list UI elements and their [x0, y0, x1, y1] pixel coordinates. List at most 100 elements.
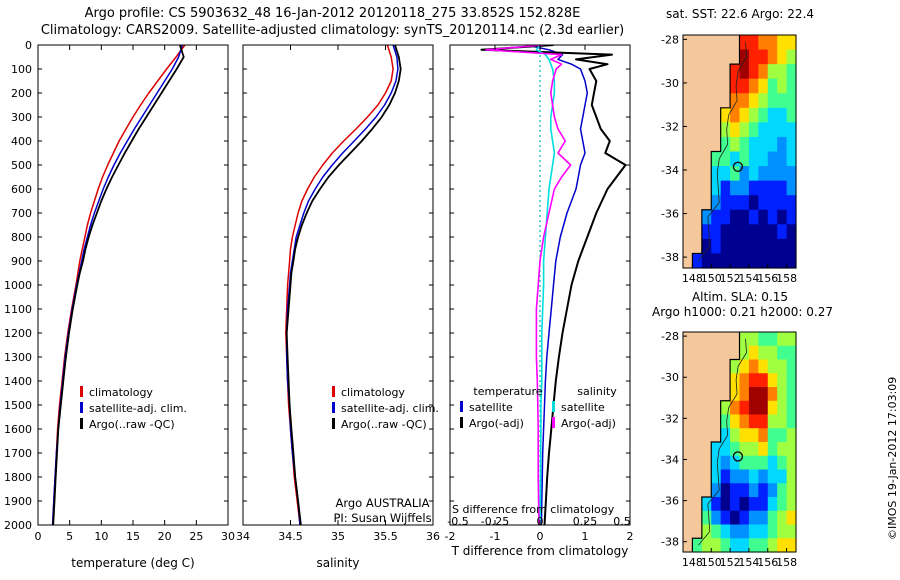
legend-label: Argo(..raw -QC): [89, 418, 175, 431]
series-argo-raw-qc: [52, 45, 185, 525]
temperature-panel-legend: climatology satellite-adj. clim. Argo(..…: [80, 385, 187, 433]
series-argo-adj: [485, 45, 572, 525]
legend-label: Argo(-adj): [561, 417, 616, 430]
svg-text:152: 152: [720, 556, 741, 569]
svg-text:0: 0: [25, 39, 32, 52]
shelf-contour-line: [698, 42, 747, 261]
svg-text:2000: 2000: [4, 519, 32, 532]
svg-text:35.5: 35.5: [373, 530, 398, 543]
svg-text:200: 200: [11, 87, 32, 100]
figure-title: Argo profile: CS 5903632_48 16-Jan-2012 …: [84, 6, 581, 21]
svg-text:100: 100: [11, 63, 32, 76]
svg-text:0: 0: [35, 530, 42, 543]
argo-program-block: Argo AUSTRALIA PI: Susan Wijffels: [295, 496, 470, 526]
svg-text:30: 30: [221, 530, 235, 543]
svg-text:150: 150: [701, 556, 722, 569]
svg-text:1700: 1700: [4, 447, 32, 460]
svg-text:-32: -32: [661, 120, 679, 133]
salinity-axis-label: salinity: [316, 556, 360, 570]
svg-text:2: 2: [627, 530, 634, 543]
argo-program-label: Argo AUSTRALIA: [335, 496, 430, 510]
svg-text:1100: 1100: [4, 303, 32, 316]
svg-text:700: 700: [11, 207, 32, 220]
svg-text:-38: -38: [661, 536, 679, 549]
svg-text:400: 400: [11, 135, 32, 148]
argo-float-marker: [732, 451, 744, 462]
svg-text:34: 34: [236, 530, 250, 543]
svg-text:148: 148: [682, 272, 703, 285]
satellite-s-swatch: [552, 401, 555, 412]
svg-text:156: 156: [757, 272, 778, 285]
legend-label: satellite: [561, 401, 605, 414]
svg-text:10: 10: [94, 530, 108, 543]
legend-header: salinity: [577, 385, 617, 398]
svg-text:0: 0: [537, 530, 544, 543]
svg-text:158: 158: [776, 272, 797, 285]
salinity-profile-panel: 34 34.5 35 35.5 36: [236, 44, 440, 543]
sst-map-title: sat. SST: 22.6 Argo: 22.4: [665, 7, 815, 21]
legend-item: Argo(..raw -QC): [80, 417, 187, 433]
legend-item: Argo(-adj): [552, 416, 642, 432]
svg-text:156: 156: [757, 556, 778, 569]
s-diff-tick: 0: [536, 515, 544, 528]
satellite-clim-swatch: [80, 402, 83, 413]
svg-text:600: 600: [11, 183, 32, 196]
difference-panel: -2 -1 0 1 2: [445, 44, 634, 543]
svg-text:152: 152: [720, 272, 741, 285]
svg-text:-36: -36: [661, 208, 679, 221]
svg-text:-1: -1: [490, 530, 501, 543]
s-diff-tick: 0.25: [572, 515, 598, 528]
argo-s-swatch: [552, 417, 555, 428]
svg-text:500: 500: [11, 159, 32, 172]
argo-swatch: [80, 418, 83, 429]
svg-text:-34: -34: [661, 453, 679, 466]
legend-label: satellite-adj. clim.: [89, 402, 187, 415]
svg-text:1500: 1500: [4, 399, 32, 412]
svg-text:1400: 1400: [4, 375, 32, 388]
s-diff-tick: -0.25: [480, 515, 510, 528]
difference-legend-temperature: temperature satellite Argo(-adj): [460, 384, 556, 432]
legend-item: satellite: [460, 400, 556, 416]
satellite-clim-swatch: [332, 402, 335, 413]
legend-label: Argo(-adj): [469, 417, 524, 430]
argo-pi-label: PI: Susan Wijffels: [333, 511, 432, 525]
legend-label: climatology: [341, 386, 405, 399]
s-diff-tick: 0.5: [613, 515, 631, 528]
svg-text:25: 25: [189, 530, 203, 543]
series-satellite: [526, 45, 589, 525]
series-climatology: [51, 45, 186, 525]
coastline: [691, 35, 741, 268]
legend-item: Argo(-adj): [460, 416, 556, 432]
imos-copyright: ©IMOS 19-Jan-2012 17:03:09: [886, 376, 899, 540]
legend-header: temperature: [473, 385, 543, 398]
shelf-contour-line: [698, 338, 747, 546]
s-diff-tick: -0.5: [447, 515, 469, 528]
svg-text:800: 800: [11, 231, 32, 244]
svg-text:1: 1: [582, 530, 589, 543]
svg-text:150: 150: [701, 272, 722, 285]
svg-text:20: 20: [158, 530, 172, 543]
svg-text:1200: 1200: [4, 327, 32, 340]
satellite-t-swatch: [460, 401, 463, 412]
svg-text:-38: -38: [661, 251, 679, 264]
svg-text:154: 154: [738, 556, 759, 569]
difference-legend-salinity: salinity satellite Argo(-adj): [552, 384, 642, 432]
svg-text:5: 5: [66, 530, 73, 543]
salinity-panel-legend: climatology satellite-adj. clim. Argo(..…: [332, 385, 439, 433]
series-satellite-adj-clim: [51, 45, 184, 525]
sla-map-title-line2: Argo h1000: 0.21 h2000: 0.27: [652, 305, 833, 319]
series-climatology: [285, 45, 394, 525]
svg-text:1800: 1800: [4, 471, 32, 484]
svg-text:300: 300: [11, 111, 32, 124]
svg-text:1300: 1300: [4, 351, 32, 364]
temperature-axis-label: temperature (deg C): [71, 556, 195, 570]
temperature-profile-panel: 0 5 10 15 20 25 300100200300400500600700800900…: [4, 39, 235, 543]
coastline: [691, 332, 741, 552]
legend-item: Argo(..raw -QC): [332, 417, 439, 433]
svg-text:1000: 1000: [4, 279, 32, 292]
svg-text:-32: -32: [661, 412, 679, 425]
